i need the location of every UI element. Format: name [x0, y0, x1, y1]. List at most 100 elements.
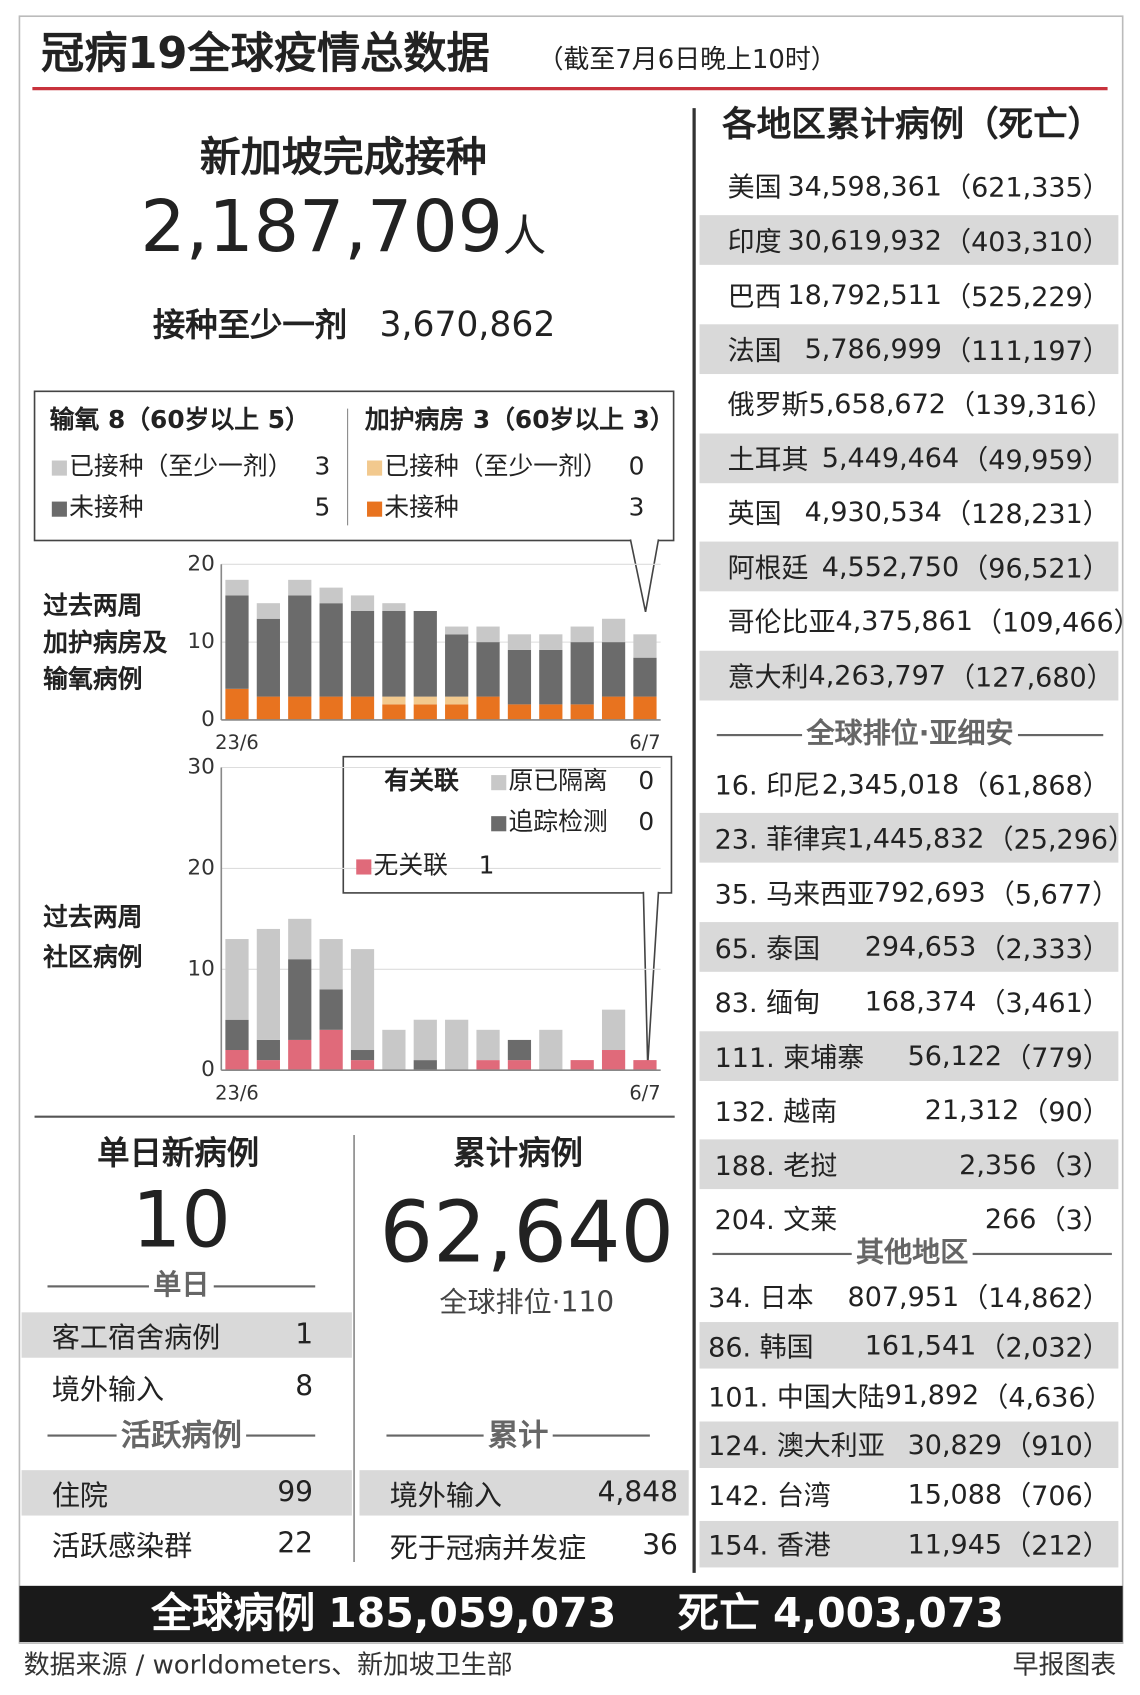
country: 俄罗斯: [727, 389, 809, 421]
region-row: 65. 泰国 294,653 （2,333）: [699, 921, 1119, 972]
country: 23. 菲律宾: [714, 824, 848, 856]
bar-segment: [382, 610, 406, 697]
bar-segment: [539, 649, 563, 705]
cases: 11,945: [907, 1527, 1003, 1560]
legend-entry: 追踪检测: [491, 809, 608, 839]
region-row: 意大利 4,263,797 （127,680）: [699, 650, 1119, 701]
table-row: 死于冠病并发症 36: [359, 1523, 688, 1568]
region-row: 法国 5,786,999 （111,197）: [699, 324, 1119, 374]
bar-segment: [350, 610, 375, 697]
page-title: 冠病19全球疫情总数据: [41, 29, 490, 79]
bar-segment: [319, 603, 343, 697]
region-row: 111. 柬埔寨 56,122 （779）: [699, 1030, 1119, 1081]
legend-entry: 已接种（至少一剂）: [51, 452, 293, 483]
section-header: 活跃病例: [47, 1417, 316, 1453]
rule: [386, 1434, 484, 1437]
bar-segment: [256, 1039, 280, 1061]
global-total: 全球病例 185,059,073: [151, 1589, 616, 1638]
region-row: 124. 澳大利亚 30,829 （910）: [699, 1421, 1119, 1468]
region-row: 83. 缅甸 168,374 （3,461）: [700, 976, 1119, 1026]
bar-segment: [476, 1060, 500, 1071]
deaths: （127,680）: [948, 661, 1114, 693]
bar-segment: [570, 704, 594, 720]
legend-swatch: [51, 501, 67, 517]
legend-box: [33, 390, 675, 542]
row-value: 22: [277, 1527, 314, 1560]
legend-box: [342, 755, 673, 894]
cases: 56,122: [907, 1039, 1003, 1072]
legend-label: 无关联: [373, 851, 448, 880]
bar-segment: [319, 587, 343, 604]
bar-segment: [539, 1029, 563, 1071]
credit: 早报图表: [1012, 1649, 1117, 1680]
country: 204. 文莱: [714, 1204, 838, 1237]
legend-count: 0: [628, 453, 645, 482]
bar-segment: [570, 1060, 594, 1071]
legend-entry: 原已隔离: [491, 768, 608, 798]
deaths: （3,461）: [978, 987, 1110, 1019]
country: 巴西: [727, 280, 782, 312]
rule: [1017, 733, 1104, 737]
legend-group: 输氧 8（60岁以上 5）: [49, 406, 310, 435]
section-title: 单日: [153, 1269, 210, 1302]
cases: 5,786,999: [804, 333, 942, 365]
cases: 266: [984, 1203, 1037, 1235]
bar-segment: [413, 696, 437, 705]
deaths: （109,466）: [975, 606, 1140, 639]
region-row: 16. 印尼 2,345,018 （61,868）: [700, 759, 1119, 809]
unit: 人: [502, 211, 547, 262]
row-label: 死于冠病并发症: [389, 1532, 587, 1565]
region-row: 101. 中国大陆 91,892 （4,636）: [700, 1372, 1119, 1418]
section-header: 其他地区: [712, 1237, 1112, 1271]
cases: 4,552,750: [821, 550, 960, 583]
deaths: （212）: [1004, 1529, 1110, 1561]
bar-segment: [476, 642, 500, 697]
x-tick-label: 6/7: [629, 1081, 660, 1104]
section-title: 全球排位·亚细安: [806, 718, 1014, 751]
cases: 18,792,511: [787, 278, 942, 311]
bar-segment: [633, 1060, 657, 1071]
legend-label: 未接种: [384, 494, 459, 523]
table-row: 住院 99: [21, 1470, 352, 1516]
cases: 4,930,534: [804, 496, 942, 528]
region-row: 204. 文莱 266 （3）: [700, 1194, 1119, 1244]
row-label: 住院: [51, 1479, 108, 1512]
bar-segment: [601, 642, 626, 697]
bar-segment: [350, 696, 375, 720]
legend-swatch: [491, 815, 507, 832]
cases: 30,619,932: [787, 224, 942, 256]
y-tick-label: 30: [187, 755, 214, 780]
country: 154. 香港: [708, 1529, 831, 1561]
rule: [972, 1252, 1112, 1256]
region-row: 154. 香港 11,945 （212）: [699, 1520, 1119, 1567]
legend-group: 有关联: [384, 767, 459, 796]
bar-segment: [507, 649, 532, 705]
at-least-one: 接种至少一剂 3,670,862: [153, 298, 556, 346]
legend-count: 3: [628, 494, 645, 523]
row-value: 99: [277, 1476, 314, 1510]
cases: 792,693: [874, 876, 986, 909]
country: 阿根廷: [727, 552, 809, 584]
region-row: 巴西 18,792,511 （525,229）: [700, 270, 1119, 320]
region-row: 132. 越南 21,312 （90）: [700, 1085, 1119, 1135]
cases: 34,598,361: [787, 170, 942, 202]
bar-segment: [225, 688, 249, 720]
legend-count: 3: [314, 453, 331, 482]
country: 哥伦比亚: [727, 606, 836, 639]
source: 数据来源 / worldometers、新加坡卫生部: [23, 1649, 513, 1680]
row-value: 8: [295, 1370, 314, 1404]
row-label: 境外输入: [51, 1373, 165, 1406]
y-tick-label: 20: [187, 855, 214, 880]
cases: 4,375,861: [835, 605, 973, 637]
bar-segment: [288, 1039, 312, 1071]
cases: 15,088: [907, 1478, 1003, 1510]
region-row: 142. 台湾 15,088 （706）: [700, 1471, 1119, 1517]
region-row: 35. 马来西亚 792,693 （5,677）: [700, 868, 1119, 918]
legend-label: 已接种（至少一剂）: [69, 452, 293, 482]
section-title: 累计: [487, 1417, 549, 1454]
bar-segment: [256, 1060, 280, 1071]
daily-count: 10: [131, 1173, 231, 1265]
chart-title: 输氧病例: [43, 666, 143, 695]
